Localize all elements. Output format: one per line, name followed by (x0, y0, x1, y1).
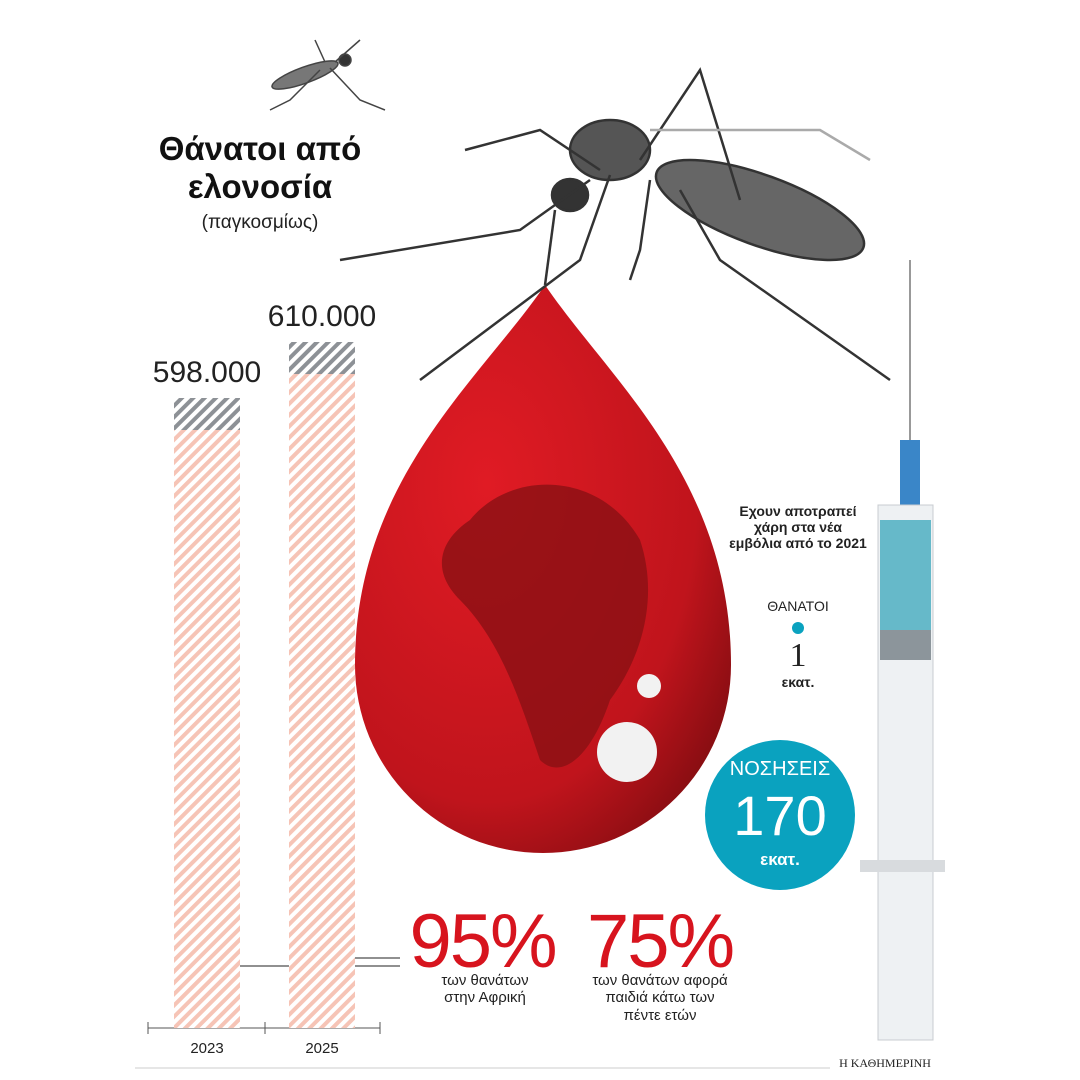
deaths-dot (792, 622, 804, 634)
bar (289, 342, 355, 1028)
annotation-value: 75% (586, 899, 735, 984)
cases-value: 170 (733, 784, 827, 847)
value-label: 610.000 (267, 300, 377, 333)
africa-map (441, 484, 649, 768)
annotation-text: των θανάτων αφορά παιδιά κάτω των πέντε … (592, 972, 728, 1024)
white-dot (597, 722, 657, 782)
chart-title: Θάνατοι από ελονοσία (158, 130, 362, 205)
annotation-text: των θανάτων στην Αφρική (441, 972, 529, 1007)
x-tick-label: 2025 (305, 1040, 339, 1057)
value-label: 598.000 (152, 356, 262, 389)
mosquito-small (269, 39, 386, 111)
deaths-label: ΘΑΝΑΤΟΙ (767, 598, 829, 614)
cases-circle (705, 740, 855, 890)
cases-label: ΝΟΣΗΣΕΙΣ (729, 758, 831, 780)
x-tick-label: 2023 (190, 1040, 224, 1057)
bar-group (289, 342, 355, 1028)
white-dot (637, 674, 661, 698)
bar-cap (289, 342, 355, 374)
cases-unit: εκατ. (760, 850, 800, 869)
bar-group (174, 398, 240, 1028)
bar-cap (174, 398, 240, 430)
bar (174, 398, 240, 1028)
mosquito (339, 67, 891, 382)
syringe (860, 260, 945, 1041)
vaccine-note: Εχουν αποτραπεί χάρη στα νέα εμβόλια από… (729, 503, 867, 552)
annotation-value: 95% (409, 899, 557, 984)
source: Η ΚΑΘΗΜΕΡΙΝΗ (839, 1056, 931, 1070)
deaths-value: 1 (789, 637, 807, 674)
deaths-unit: εκατ. (781, 674, 815, 690)
chart-subtitle: (παγκοσμίως) (201, 212, 319, 233)
